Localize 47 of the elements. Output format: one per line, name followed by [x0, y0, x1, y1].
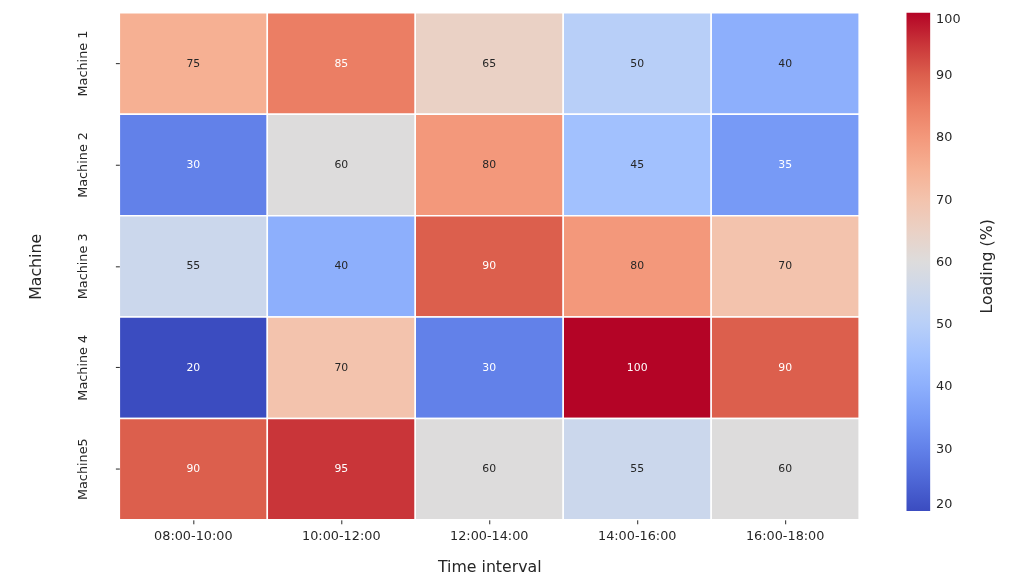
y-tick-label: Machine 3 — [75, 233, 91, 300]
color-bar-label: 40 — [936, 378, 953, 394]
color-bar-label: 100 — [936, 10, 961, 26]
x-tick-label: 12:00-14:00 — [450, 528, 529, 544]
data-label: 20 — [186, 360, 201, 374]
data-label: 65 — [482, 56, 497, 70]
data-label: 40 — [778, 56, 793, 70]
color-bar-title: Loading (%) — [977, 219, 997, 314]
data-label: 80 — [630, 259, 645, 273]
x-axis-title: Time interval — [436, 556, 542, 576]
data-label: 100 — [626, 360, 648, 374]
color-bar-label: 60 — [936, 253, 953, 269]
data-label: 30 — [482, 360, 497, 374]
data-label: 75 — [186, 56, 201, 70]
x-tick-label: 14:00-16:00 — [597, 528, 677, 544]
x-tick-label: 08:00-10:00 — [154, 528, 233, 544]
color-bar-label: 30 — [936, 440, 953, 456]
y-axis-title: Machine — [25, 233, 45, 300]
data-label: 60 — [778, 462, 793, 476]
x-tick-label: 10:00-12:00 — [302, 528, 381, 544]
data-label: 80 — [482, 157, 497, 171]
y-tick-label: Machine 1 — [75, 30, 91, 97]
y-tick-label: Machine5 — [75, 438, 91, 501]
data-label: 90 — [778, 360, 793, 374]
data-label: 70 — [334, 360, 349, 374]
color-bar-label: 70 — [936, 191, 953, 207]
data-label: 70 — [778, 259, 793, 273]
data-label: 60 — [334, 157, 349, 171]
color-bar-label: 50 — [936, 316, 953, 332]
data-label: 90 — [482, 259, 497, 273]
data-label: 95 — [334, 462, 349, 476]
data-label: 40 — [334, 259, 349, 273]
color-bar-label: 80 — [936, 129, 953, 145]
data-label: 60 — [482, 462, 497, 476]
data-label: 85 — [334, 56, 349, 70]
data-label: 30 — [186, 157, 201, 171]
data-label: 55 — [186, 259, 201, 273]
data-label: 35 — [778, 157, 793, 171]
data-label: 50 — [630, 56, 645, 70]
color-bar-label: 20 — [936, 496, 953, 512]
y-tick-label: Machine 2 — [75, 132, 91, 198]
data-label: 45 — [630, 157, 645, 171]
data-label: 90 — [186, 462, 201, 476]
x-tick-label: 16:00-18:00 — [745, 528, 825, 544]
data-label: 55 — [630, 462, 645, 476]
color-bar-label: 90 — [936, 67, 953, 83]
y-tick-label: Machine 4 — [75, 334, 91, 401]
